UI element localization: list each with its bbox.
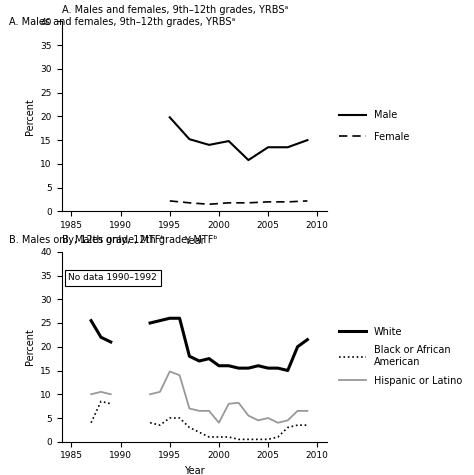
X-axis label: Year: Year [184, 236, 205, 246]
Text: A. Males and females, 9th–12th grades, YRBSᵃ: A. Males and females, 9th–12th grades, Y… [62, 5, 288, 15]
Y-axis label: Percent: Percent [25, 328, 35, 365]
Text: B. Males only, 12th grade, MTFᵇ: B. Males only, 12th grade, MTFᵇ [9, 235, 165, 245]
Text: No data 1990–1992: No data 1990–1992 [68, 274, 157, 282]
Text: B. Males only, 12th grade, MTFᵇ: B. Males only, 12th grade, MTFᵇ [62, 236, 217, 246]
Text: A. Males and females, 9th–12th grades, YRBSᵃ: A. Males and females, 9th–12th grades, Y… [9, 17, 236, 27]
X-axis label: Year: Year [184, 466, 205, 475]
Y-axis label: Percent: Percent [25, 98, 35, 135]
Legend: White, Black or African
American, Hispanic or Latino: White, Black or African American, Hispan… [335, 323, 466, 389]
Legend: Male, Female: Male, Female [335, 106, 413, 146]
